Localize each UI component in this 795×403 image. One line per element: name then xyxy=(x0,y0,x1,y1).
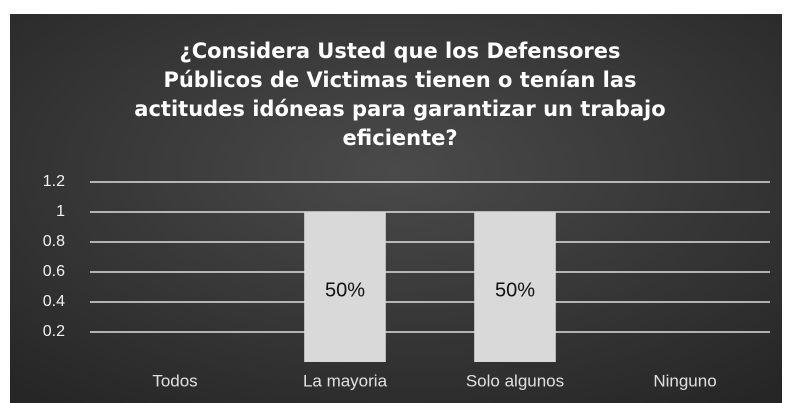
data-label: 50% xyxy=(495,279,535,301)
data-label: 50% xyxy=(325,279,365,301)
bar xyxy=(304,212,386,362)
y-tick-label: 0.6 xyxy=(43,263,65,280)
chart-area xyxy=(10,14,782,403)
y-tick-label: 1 xyxy=(56,203,65,220)
y-tick-label: 0.2 xyxy=(43,323,65,340)
chart-title: ¿Considera Usted que los Defensores xyxy=(180,39,621,63)
chart-title: eficiente? xyxy=(342,126,457,150)
x-tick-label: La mayoria xyxy=(303,371,388,390)
x-tick-label: Solo algunos xyxy=(466,371,564,390)
chart-title: Públicos de Victimas tienen o tenían las xyxy=(163,68,636,92)
y-tick-label: 0.4 xyxy=(43,293,65,310)
x-tick-label: Todos xyxy=(152,371,197,390)
y-tick-label: 0.8 xyxy=(43,233,65,250)
bar xyxy=(474,212,556,362)
chart-title: actitudes idóneas para garantizar un tra… xyxy=(134,97,665,121)
y-tick-label: 1.2 xyxy=(43,173,65,190)
x-tick-label: Ninguno xyxy=(653,371,716,390)
